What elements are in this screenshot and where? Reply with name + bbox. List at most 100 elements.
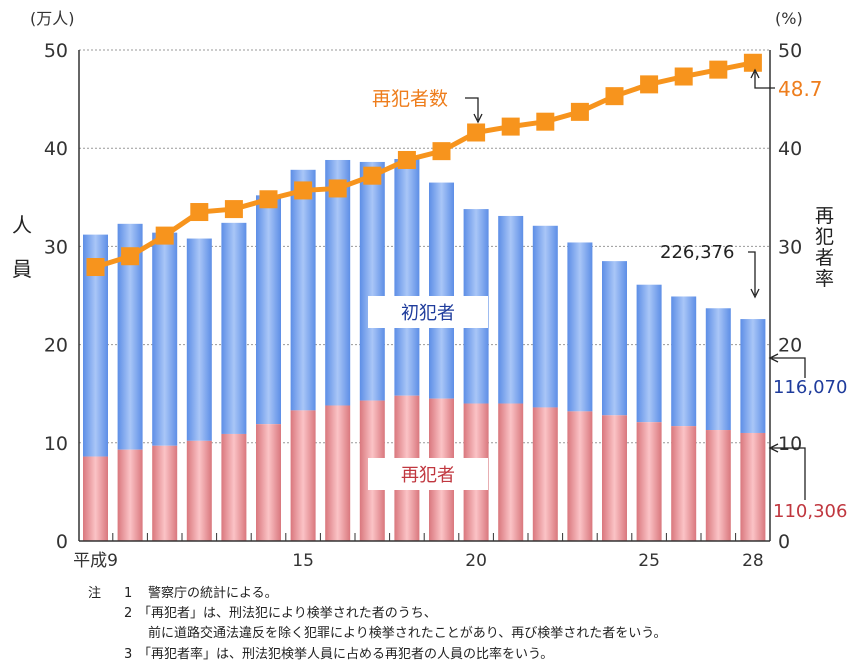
notes: 注 1 警察庁の統計による。 2 「再犯者」は、刑法犯により検挙された者のうち、… bbox=[88, 585, 666, 662]
rate-marker bbox=[259, 190, 278, 209]
bar-repeat-offenders bbox=[117, 449, 143, 541]
svg-text:者: 者 bbox=[815, 247, 834, 269]
rate-marker bbox=[432, 142, 451, 161]
bar-repeat-offenders bbox=[221, 433, 247, 541]
bar-first-offenders bbox=[498, 215, 524, 404]
svg-text:2: 2 bbox=[124, 606, 132, 621]
svg-text:率: 率 bbox=[815, 268, 834, 290]
x-tick-label: 15 bbox=[292, 551, 314, 571]
y-unit: (万人) bbox=[30, 9, 75, 28]
rate-marker bbox=[328, 179, 347, 198]
bar-first-offenders bbox=[705, 308, 731, 431]
bar-repeat-offenders bbox=[152, 445, 178, 541]
svg-text:犯: 犯 bbox=[815, 226, 834, 248]
rate-marker bbox=[640, 75, 659, 94]
bar-first-offenders bbox=[359, 161, 385, 401]
gridlines bbox=[79, 49, 770, 444]
repeat-offenders-value: 110,306 bbox=[773, 501, 847, 522]
label-box-first bbox=[368, 296, 488, 328]
svg-text:「再犯者」は、刑法犯により検挙された者のうち、: 「再犯者」は、刑法犯により検挙された者のうち、 bbox=[138, 606, 437, 621]
y2-label: 再 犯 者 率 bbox=[815, 205, 834, 290]
y2-tick-label: 30 bbox=[778, 236, 802, 258]
label-first-offenders: 初犯者 bbox=[401, 303, 455, 324]
bar-first-offenders bbox=[636, 284, 662, 423]
label-line: 再犯者数 bbox=[372, 88, 448, 110]
y2-tick-label: 50 bbox=[778, 40, 802, 62]
first-arrow bbox=[772, 357, 806, 378]
y-tick-label: 50 bbox=[44, 40, 68, 62]
line-label-arrow bbox=[465, 97, 479, 120]
bar-first-offenders bbox=[221, 222, 247, 434]
bar-repeat-offenders bbox=[532, 407, 558, 541]
first-offenders-value: 116,070 bbox=[773, 377, 847, 398]
bar-repeat-offenders bbox=[256, 424, 281, 541]
bar-first-offenders bbox=[671, 296, 697, 427]
y2-unit: (%) bbox=[775, 9, 803, 28]
y-tick-label: 10 bbox=[44, 433, 68, 455]
rate-marker bbox=[363, 166, 382, 185]
bar-repeat-offenders bbox=[602, 415, 627, 541]
rate-marker bbox=[536, 112, 555, 131]
y2-tick-label: 10 bbox=[778, 433, 802, 455]
label-repeat-offenders: 再犯者 bbox=[401, 465, 455, 486]
repeat-arrow bbox=[772, 447, 806, 500]
x-tick-label: 平成9 bbox=[73, 551, 118, 571]
bar-repeat-offenders bbox=[705, 430, 731, 541]
x-tick-label: 28 bbox=[742, 551, 764, 571]
bar-repeat-offenders bbox=[671, 426, 697, 541]
bar-first-offenders bbox=[325, 159, 351, 406]
bar-first-offenders bbox=[602, 261, 627, 416]
y-label-2: 員 bbox=[12, 257, 32, 281]
rate-marker bbox=[674, 67, 693, 86]
rate-marker bbox=[121, 247, 140, 266]
rate-marker bbox=[605, 87, 624, 106]
svg-text:注: 注 bbox=[88, 586, 101, 601]
bar-repeat-offenders bbox=[636, 422, 662, 541]
bar-repeat-offenders bbox=[290, 410, 316, 541]
rate-marker bbox=[709, 60, 728, 79]
rate-marker bbox=[467, 123, 486, 142]
rate-marker bbox=[397, 150, 416, 169]
bar-repeat-offenders bbox=[740, 432, 766, 541]
svg-text:警察庁の統計による。: 警察庁の統計による。 bbox=[148, 585, 278, 601]
rate-value: 48.7 bbox=[778, 77, 823, 101]
bar-first-offenders bbox=[256, 195, 281, 425]
bar-first-offenders bbox=[567, 242, 593, 412]
rate-marker bbox=[86, 258, 105, 277]
y-tick-label: 40 bbox=[44, 138, 68, 160]
y-tick-label: 0 bbox=[56, 531, 68, 553]
bar-first-offenders bbox=[290, 169, 316, 411]
total-value: 226,376 bbox=[660, 242, 734, 263]
x-ticks: 平成9 15 20 25 28 bbox=[73, 533, 764, 571]
x-tick-label: 20 bbox=[465, 551, 487, 571]
svg-text:前に道路交通法違反を除く犯罪により検挙されたことがあり、再び: 前に道路交通法違反を除く犯罪により検挙されたことがあり、再び検挙された者をいう。 bbox=[148, 625, 666, 641]
rate-arrow bbox=[754, 72, 775, 89]
label-box-repeat bbox=[368, 458, 488, 490]
rate-marker bbox=[501, 117, 520, 136]
bar-repeat-offenders bbox=[325, 405, 351, 541]
bar-first-offenders bbox=[186, 238, 212, 441]
svg-text:再: 再 bbox=[815, 205, 834, 227]
bar-repeat-offenders bbox=[186, 440, 212, 541]
svg-text:「再犯者率」は、刑法犯検挙人員に占める再犯者の人員の比率をい: 「再犯者率」は、刑法犯検挙人員に占める再犯者の人員の比率をいう。 bbox=[138, 646, 553, 662]
rate-marker bbox=[294, 181, 313, 200]
y2-tick-label: 20 bbox=[778, 335, 802, 357]
y-ticks: 0 0 10 10 20 20 30 30 40 40 50 50 bbox=[44, 40, 802, 553]
rate-marker bbox=[570, 102, 589, 121]
bar-repeat-offenders bbox=[567, 411, 593, 541]
rate-marker bbox=[155, 226, 174, 245]
svg-text:3: 3 bbox=[124, 647, 132, 662]
bar-repeat-offenders bbox=[83, 456, 108, 541]
bar-first-offenders bbox=[394, 159, 420, 396]
bar-first-offenders bbox=[740, 319, 766, 433]
rate-marker bbox=[743, 53, 762, 72]
bar-first-offenders bbox=[532, 225, 558, 408]
y-label-1: 人 bbox=[12, 213, 32, 237]
y-tick-label: 20 bbox=[44, 335, 68, 357]
y-tick-label: 30 bbox=[44, 236, 68, 258]
bar-repeat-offenders bbox=[498, 403, 524, 541]
bar-first-offenders bbox=[429, 182, 454, 399]
rate-marker bbox=[224, 200, 243, 219]
rate-marker bbox=[190, 203, 209, 222]
